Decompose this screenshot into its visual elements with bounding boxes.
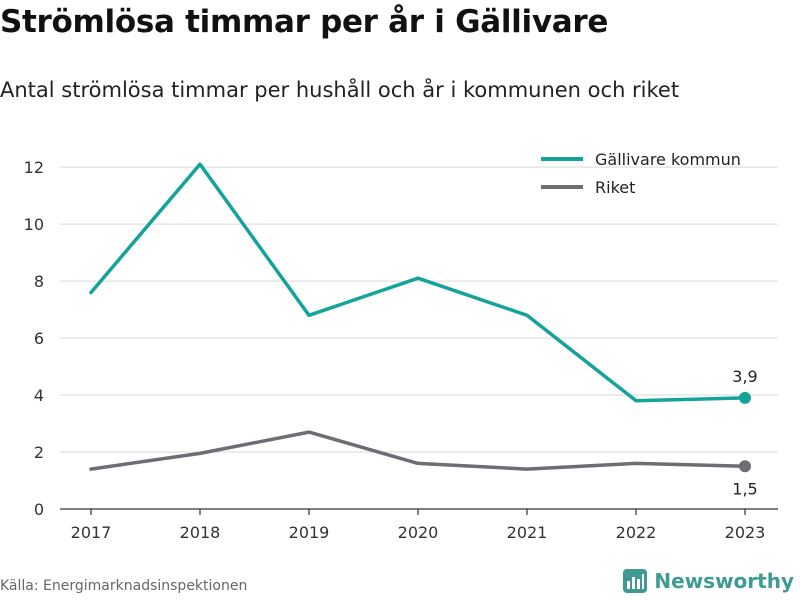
chart-subtitle: Antal strömlösa timmar per hushåll och å…: [0, 78, 680, 102]
series-endpoint-riket: [739, 460, 751, 473]
legend-label-riket: Riket: [595, 178, 635, 197]
legend-label-gallivare: Gällivare kommun: [595, 150, 741, 169]
x-tick-label: 2017: [71, 523, 112, 542]
x-tick-label: 2021: [507, 523, 548, 542]
x-tick-label: 2019: [289, 523, 330, 542]
gridlines: [60, 166, 778, 453]
x-tick-label: 2023: [725, 523, 766, 542]
source-note: Källa: Energimarknadsinspektionen: [0, 578, 248, 594]
data-label-riket: 1,5: [732, 479, 757, 498]
x-tick-label: 2018: [180, 523, 221, 542]
y-tick-label: 2: [34, 443, 44, 462]
y-tick-label: 0: [34, 500, 44, 519]
axes: 0 2 4 6 8 10 12 2017 2018 2019 2020 2021 2022 2023: [24, 158, 778, 542]
brand-logo: Newsworthy: [622, 568, 794, 594]
series: 3,9 1,5: [89, 162, 758, 498]
y-tick-label: 4: [34, 386, 44, 405]
series-line-gallivare: [89, 162, 747, 403]
data-label-gallivare: 3,9: [732, 367, 757, 386]
brand-name: Newsworthy: [654, 569, 794, 593]
y-tick-label: 10: [24, 215, 44, 234]
y-tick-label: 8: [34, 272, 44, 291]
x-tick-label: 2020: [398, 523, 439, 542]
y-tick-label: 6: [34, 329, 44, 348]
y-tick-label: 12: [24, 158, 44, 177]
series-line-riket: [89, 430, 747, 471]
chart-title: Strömlösa timmar per år i Gällivare: [0, 4, 609, 40]
legend: Gällivare kommun Riket: [541, 150, 741, 197]
series-endpoint-gallivare: [739, 391, 751, 404]
x-tick-label: 2022: [616, 523, 657, 542]
newsworthy-logo-icon: [623, 569, 648, 593]
line-chart: 0 2 4 6 8 10 12 2017 2018 2019 2020 2021 2022 2023 3,…: [24, 150, 778, 542]
